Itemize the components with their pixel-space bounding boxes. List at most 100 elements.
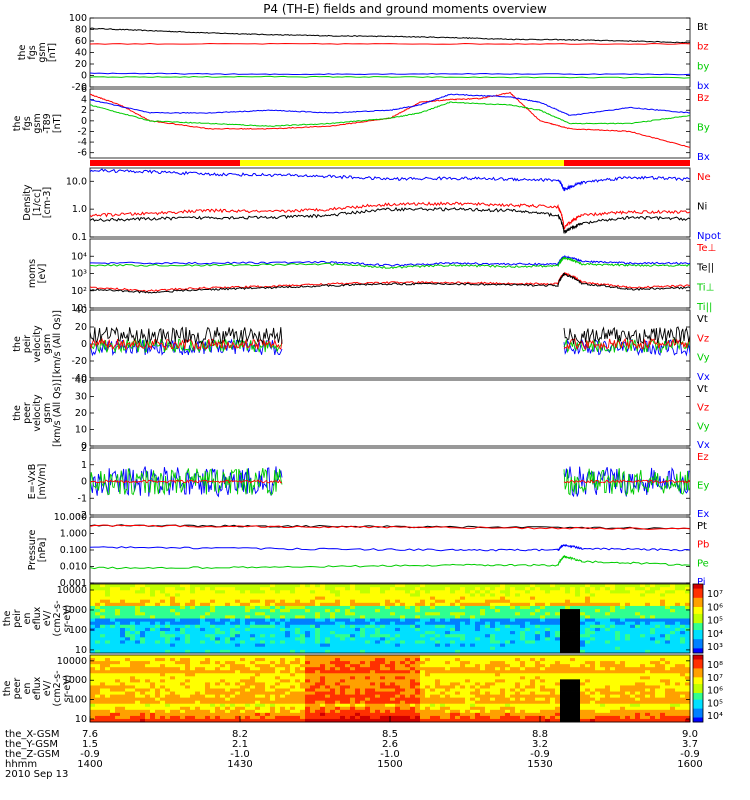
heatmap-cell [485,691,491,695]
heatmap-cell [230,596,236,601]
heatmap-cell [480,703,486,708]
heatmap-cell [280,599,286,604]
heatmap-cell [255,697,261,702]
heatmap-cell [385,637,391,641]
heatmap-cell [135,658,141,662]
heatmap-cell [350,694,356,699]
heatmap-cell [175,712,181,717]
heatmap-cell [540,605,546,610]
heatmap-cell [245,634,251,638]
heatmap-cell [390,709,396,714]
heatmap-cell [140,640,146,644]
heatmap-cell [415,718,421,723]
heatmap-cell [90,670,96,674]
heatmap-cell [495,637,501,641]
heatmap-cell [460,621,466,626]
heatmap-cell [600,584,606,588]
heatmap-cell [125,709,131,714]
heatmap-cell [500,655,506,659]
heatmap-cell [155,640,161,644]
heatmap-cell [575,599,581,604]
heatmap-cell [385,587,391,591]
heatmap-cell [450,609,456,613]
heatmap-cell [310,700,316,705]
heatmap-cell [465,715,471,720]
heatmap-cell [255,682,261,686]
heatmap-cell [550,634,556,638]
heatmap-cell [130,667,136,671]
heatmap-cell [450,691,456,695]
legend-entry: Ey [697,481,709,492]
heatmap-cell [605,618,611,623]
heatmap-cell [390,631,396,635]
heatmap-cell [555,593,561,597]
heatmap-cell [590,605,596,610]
heatmap-cell [190,640,196,644]
heatmap-cell [600,631,606,635]
heatmap-cell [460,615,466,619]
heatmap-cell [415,667,421,671]
heatmap-cell [190,706,196,711]
heatmap-cell [660,631,666,635]
heatmap-cell [100,596,106,601]
heatmap-cell [665,646,671,651]
heatmap-cell [535,694,541,699]
heatmap-cell [180,682,186,686]
heatmap-cell [215,618,221,623]
heatmap-cell [415,706,421,711]
heatmap-cell [685,609,691,613]
heatmap-cell [520,605,526,610]
y-axis-label-line: [nPa] [37,538,48,563]
heatmap-cell [170,615,176,619]
heatmap-cell [485,667,491,671]
heatmap-cell [470,676,476,680]
heatmap-cell [100,612,106,616]
heatmap-cell [310,664,316,668]
heatmap-cell [405,640,411,644]
heatmap-cell [120,673,126,677]
heatmap-cell [105,602,111,607]
heatmap-cell [260,676,266,680]
y-axis-label-line: Density [22,184,33,220]
heatmap-cell [235,631,241,635]
heatmap-cell [520,688,526,692]
heatmap-cell [145,584,151,588]
heatmap-cell [550,664,556,668]
heatmap-cell [260,637,266,641]
heatmap-cell [275,709,281,714]
heatmap-cell [445,649,451,654]
heatmap-cell [610,646,616,651]
heatmap-cell [180,676,186,680]
heatmap-cell [450,658,456,662]
heatmap-cell [470,612,476,616]
heatmap-cell [155,649,161,654]
heatmap-cell [255,718,261,723]
heatmap-cell [295,679,301,683]
heatmap-cell [515,621,521,626]
heatmap-cell [495,646,501,651]
heatmap-cell [590,649,596,654]
y-tick-label: 10² [71,286,87,297]
heatmap-cell [650,624,656,629]
heatmap-cell [475,599,481,604]
y-axis-label-line: gsm [37,42,48,62]
heatmap-cell [520,590,526,594]
heatmap-cell [265,712,271,717]
heatmap-cell [235,694,241,699]
heatmap-cell [215,697,221,702]
heatmap-cell [210,709,216,714]
heatmap-cell [545,624,551,629]
heatmap-cell [615,631,621,635]
heatmap-cell [525,688,531,692]
heatmap-cell [250,612,256,616]
heatmap-cell [260,587,266,591]
heatmap-cell [125,667,131,671]
heatmap-cell [555,602,561,607]
heatmap-cell [600,615,606,619]
heatmap-cell [275,593,281,597]
heatmap-cell [310,715,316,720]
y-tick-label: 10000 [57,585,87,596]
heatmap-cell [290,655,296,659]
heatmap-cell [395,685,401,689]
heatmap-cell [490,700,496,705]
